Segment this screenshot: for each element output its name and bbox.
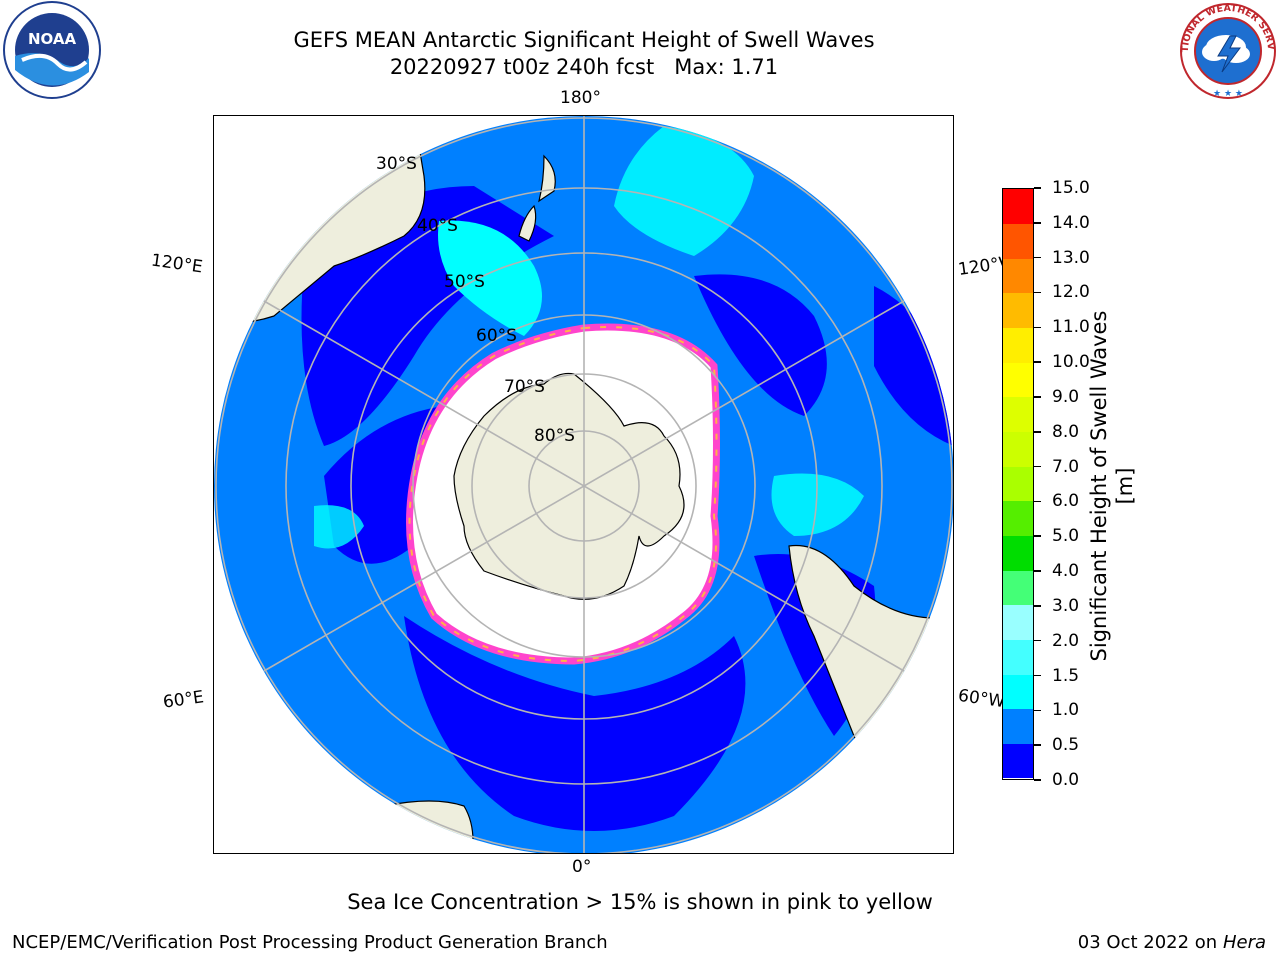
colorbar-segment — [1003, 189, 1033, 225]
colorbar-tick-label: 11.0 — [1052, 317, 1090, 338]
high-swell-patch-4 — [314, 505, 364, 549]
footer-date-text: 03 Oct 2022 on — [1077, 932, 1218, 953]
graticule — [215, 116, 953, 853]
colorbar-tick-label: 7.0 — [1052, 456, 1080, 477]
colorbar-tick — [1034, 709, 1041, 712]
colorbar-tick — [1034, 256, 1041, 259]
colorbar-segment — [1003, 743, 1033, 779]
colorbar-tick-label: 8.0 — [1052, 421, 1080, 442]
colorbar-tick — [1034, 639, 1041, 642]
colorbar-tick-label: 4.0 — [1052, 561, 1080, 582]
colorbar-segment — [1003, 431, 1033, 467]
page-title: GEFS MEAN Antarctic Significant Height o… — [293, 28, 875, 52]
colorbar-segment — [1003, 604, 1033, 640]
low-swell-region-5 — [694, 274, 827, 416]
colorbar-tick — [1034, 361, 1041, 363]
new-zealand-south — [518, 204, 537, 242]
colorbar-tick-label: 1.0 — [1052, 700, 1080, 721]
colorbar-tick — [1034, 396, 1041, 398]
colorbar-segment — [1003, 466, 1033, 502]
lat-label-30s: 30°S — [376, 154, 417, 174]
lon-label-0: 0° — [572, 857, 592, 877]
colorbar-label: Significant Height of Swell Waves [m] — [1087, 310, 1137, 662]
colorbar-tick-label: 13.0 — [1052, 247, 1090, 268]
colorbar-segment — [1003, 362, 1033, 398]
colorbar-tick — [1034, 570, 1041, 572]
colorbar-segment — [1003, 570, 1033, 606]
footer-branch: NCEP/EMC/Verification Post Processing Pr… — [12, 932, 608, 953]
colorbar-tick-label: 6.0 — [1052, 491, 1080, 512]
lon-label-60e: 60°E — [161, 687, 206, 713]
lat-label-60s: 60°S — [476, 326, 517, 346]
colorbar-segment — [1003, 674, 1033, 710]
colorbar-segment — [1003, 708, 1033, 744]
colorbar-tick-label: 0.0 — [1052, 770, 1080, 790]
colorbar-segment — [1003, 292, 1033, 329]
colorbar-tick-label: 1.5 — [1052, 665, 1080, 686]
footer-machine: Hera — [1222, 932, 1266, 953]
colorbar-tick — [1034, 535, 1041, 537]
colorbar-tick — [1034, 222, 1041, 224]
colorbar-segment — [1003, 258, 1033, 294]
lon-label-120e: 120°E — [149, 250, 204, 278]
lat-label-40s: 40°S — [417, 216, 458, 236]
colorbar-tick-label: 15.0 — [1052, 178, 1090, 198]
colorbar-segment — [1003, 223, 1033, 259]
lon-label-180: 180° — [560, 88, 601, 108]
colorbar — [1002, 188, 1034, 780]
colorbar-tick-label: 12.0 — [1052, 282, 1090, 303]
lat-label-50s: 50°S — [444, 272, 485, 292]
lat-label-70s: 70°S — [504, 377, 545, 397]
colorbar-segment — [1003, 535, 1033, 571]
colorbar-tick — [1034, 605, 1041, 607]
high-swell-patch-3 — [771, 473, 864, 536]
noaa-logo: NOAA — [0, 0, 104, 104]
lon-label-60w: 60°W — [956, 685, 1007, 713]
colorbar-tick — [1034, 326, 1041, 329]
low-swell-region-3 — [404, 616, 746, 831]
colorbar-segment — [1003, 396, 1033, 433]
polar-map: 30°S 40°S 50°S 60°S 70°S 80°S — [213, 115, 954, 854]
colorbar-segment — [1003, 327, 1033, 363]
noaa-logo-text: NOAA — [28, 30, 77, 48]
high-swell-patch-2 — [614, 126, 754, 256]
colorbar-tick — [1034, 431, 1041, 433]
colorbar-tick — [1034, 291, 1041, 294]
colorbar-tick-label: 2.0 — [1052, 630, 1080, 651]
sea-ice-note: Sea Ice Concentration > 15% is shown in … — [347, 890, 933, 914]
colorbar-tick-label: 14.0 — [1052, 212, 1090, 233]
low-swell-region-6 — [874, 286, 953, 446]
colorbar-segment — [1003, 500, 1033, 536]
colorbar-tick — [1034, 779, 1041, 781]
colorbar-tick — [1034, 187, 1041, 189]
lat-label-80s: 80°S — [534, 426, 575, 446]
colorbar-tick — [1034, 674, 1041, 677]
colorbar-tick-label: 10.0 — [1052, 352, 1090, 373]
colorbar-tick-label: 0.5 — [1052, 735, 1080, 756]
colorbar-tick-label: 9.0 — [1052, 386, 1080, 407]
colorbar-tick — [1034, 500, 1041, 503]
colorbar-tick-label: 5.0 — [1052, 526, 1080, 547]
colorbar-tick — [1034, 744, 1041, 746]
footer-date: 03 Oct 2022 on Hera — [1078, 932, 1266, 953]
nws-logo: NATIONAL WEATHER SERVICE ★ ★ ★ — [1174, 0, 1278, 104]
colorbar-segment — [1003, 639, 1033, 675]
svg-text:★ ★ ★: ★ ★ ★ — [1213, 89, 1243, 99]
colorbar-tick — [1034, 465, 1041, 468]
sea-ice-edge — [408, 326, 718, 663]
colorbar-tick-label: 3.0 — [1052, 595, 1080, 616]
high-swell-patch-1 — [438, 220, 542, 336]
page-subtitle: 20220927 t00z 240h fcst Max: 1.71 — [389, 55, 779, 79]
